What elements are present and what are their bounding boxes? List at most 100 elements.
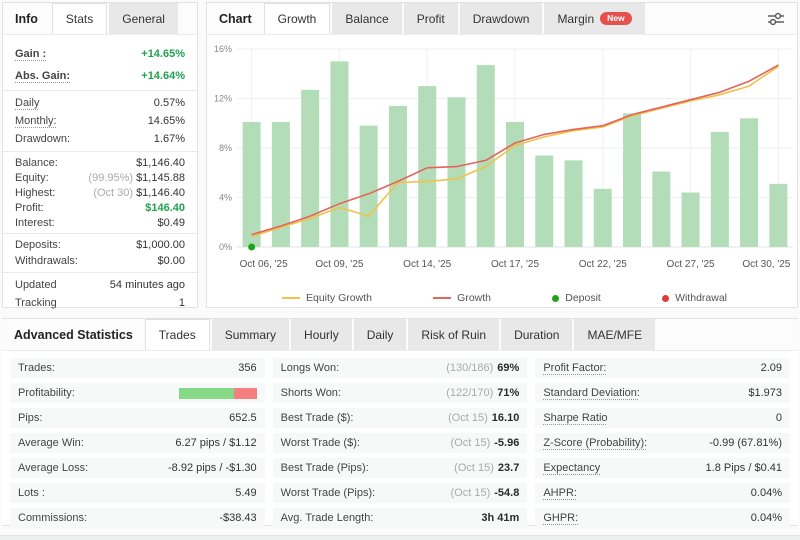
stat-value: 0.04% (750, 487, 782, 499)
stat-value-number: 71% (497, 387, 520, 399)
growth-bar (623, 113, 642, 247)
stat-label: Gain : (15, 48, 47, 60)
new-badge: New (600, 12, 632, 25)
stats-tabs-row: Advanced Statistics Trades Summary Hourly D… (2, 319, 798, 351)
tab-label: Drawdown (472, 11, 530, 26)
stats-tabs: Trades Summary Hourly Daily Risk of Ruin Dura… (144, 319, 657, 350)
stat-row-tracking: Tracking 1 (15, 294, 185, 312)
stat-group: Updated 54 minutes ago Tracking 1 (3, 272, 197, 315)
tab-label: Growth (277, 12, 317, 26)
tab-balance[interactable]: Balance (332, 3, 402, 34)
stat-label: Interest: (15, 216, 55, 229)
tab-stats[interactable]: Stats (51, 3, 108, 34)
stat-label: Deposits: (15, 239, 61, 251)
stat-row-average-win: Average Win: 6.27 pips / $1.12 (10, 433, 265, 453)
stat-row-expectancy: Expectancy 1.8 Pips / $0.41 (535, 458, 790, 478)
stat-value-number: 3h 41m (481, 512, 520, 524)
stat-label: Avg. Trade Length: (280, 512, 374, 524)
growth-bar (271, 122, 290, 247)
legend-item-withdrawal: Withdrawal (662, 292, 727, 304)
stat-value: 356 (238, 362, 257, 374)
growth-bar (593, 188, 612, 247)
growth-swatch-icon (433, 297, 452, 299)
stat-value: $1,146.40 (136, 156, 185, 169)
stat-value-number: 16.10 (491, 412, 520, 424)
chart-panel-title: Chart (219, 11, 252, 26)
footer-strip (0, 535, 800, 540)
tab-label: Duration (514, 327, 560, 342)
x-axis-label: Oct 09, '25 (315, 259, 363, 270)
stat-value-number: 69% (497, 362, 520, 374)
stat-value: +14.65% (141, 48, 185, 60)
stat-value-number: -54.8 (494, 487, 520, 499)
tab-daily[interactable]: Daily (353, 319, 407, 350)
x-axis-label: Oct 14, '25 (403, 259, 451, 270)
tab-trades[interactable]: Trades (144, 319, 210, 350)
chart-legend: Equity Growth Growth Deposit Withdrawal (207, 286, 797, 310)
stat-label: Best Trade ($): (280, 412, 354, 424)
growth-chart: 0% 4% 8% 12% 16% Oct 06, '25 Oct 09, '25 Oct 14… (214, 44, 793, 270)
stat-label: Standard Deviation: (543, 387, 640, 399)
tab-label: Trades (158, 328, 196, 342)
stat-value-prefix: (Oct 30) (93, 186, 134, 199)
growth-bar (506, 122, 524, 247)
stat-value: (Oct 15) -5.96 (451, 437, 520, 449)
stat-label: Sharpe Ratio (543, 412, 608, 424)
stat-row-trades: Trades: 356 (10, 358, 265, 378)
tab-duration[interactable]: Duration (501, 319, 573, 350)
growth-bar (418, 86, 437, 247)
growth-bar (359, 125, 378, 247)
y-axis-label: 16% (214, 44, 232, 54)
stat-value: $0.00 (157, 255, 185, 267)
stats-column-2: Longs Won: (130/186) 69% Shorts Won: (122/17… (272, 353, 528, 528)
tab-profit[interactable]: Profit (403, 3, 458, 34)
stat-value: $146.40 (145, 201, 185, 214)
stat-row-profitability: Profitability: (10, 383, 265, 403)
stat-value: (Oct 30) $1,146.40 (93, 186, 185, 199)
growth-bar (476, 65, 495, 248)
stat-label: Pips: (18, 412, 43, 424)
tab-info[interactable]: Info (3, 3, 50, 34)
tab-summary[interactable]: Summary (211, 319, 290, 350)
stat-label: Daily (15, 97, 40, 109)
y-axis-label: 8% (219, 143, 232, 153)
x-axis-label: Oct 22, '25 (579, 259, 627, 270)
tab-hourly[interactable]: Hourly (291, 319, 352, 350)
stat-label: Tracking (15, 297, 57, 309)
stat-label: Shorts Won: (280, 387, 341, 399)
stat-row-monthly: Monthly: 14.65% (15, 112, 185, 130)
chart-settings-sliders-icon[interactable] (755, 11, 797, 27)
legend-item-deposit: Deposit (552, 292, 601, 304)
tab-mae-mfe[interactable]: MAE/MFE (574, 319, 656, 350)
stat-row-equity: Equity: (99.95%) $1,145.88 (15, 170, 185, 185)
stat-label: Z-Score (Probability): (543, 437, 648, 449)
stat-value: (130/186) 69% (446, 362, 519, 374)
stat-value-number: 23.7 (497, 462, 520, 474)
legend-label: Withdrawal (675, 292, 727, 304)
growth-bar (242, 122, 261, 247)
legend-item-equity-growth: Equity Growth (282, 292, 372, 304)
deposit-marker (248, 243, 256, 251)
tab-growth[interactable]: Growth (263, 3, 331, 34)
stat-value: 1 (178, 297, 185, 309)
stat-row-worst-trade-pips: Worst Trade (Pips): (Oct 15) -54.8 (272, 483, 528, 503)
stat-label: Updated (15, 279, 57, 291)
tab-label: Risk of Ruin (421, 327, 487, 342)
stat-value: +14.64% (141, 70, 185, 82)
growth-bar (740, 118, 759, 247)
x-axis-label: Oct 06, '25 (240, 259, 288, 270)
stat-label: Profit: (15, 201, 44, 214)
stat-value: $0.49 (157, 216, 185, 229)
tab-label: Hourly (304, 327, 339, 342)
growth-bar (447, 97, 466, 247)
tab-margin[interactable]: Margin New (544, 3, 645, 34)
stat-value-number: -5.96 (494, 437, 520, 449)
stat-row-shorts-won: Shorts Won: (122/170) 71% (272, 383, 528, 403)
stat-label: Worst Trade (Pips): (280, 487, 376, 499)
stat-row-longs-won: Longs Won: (130/186) 69% (272, 358, 528, 378)
stat-value: 1.67% (153, 133, 185, 145)
stat-row-avg-trade-length: Avg. Trade Length: 3h 41m (272, 508, 528, 528)
tab-general[interactable]: General (109, 3, 178, 34)
tab-drawdown[interactable]: Drawdown (459, 3, 543, 34)
tab-risk-of-ruin[interactable]: Risk of Ruin (408, 319, 500, 350)
